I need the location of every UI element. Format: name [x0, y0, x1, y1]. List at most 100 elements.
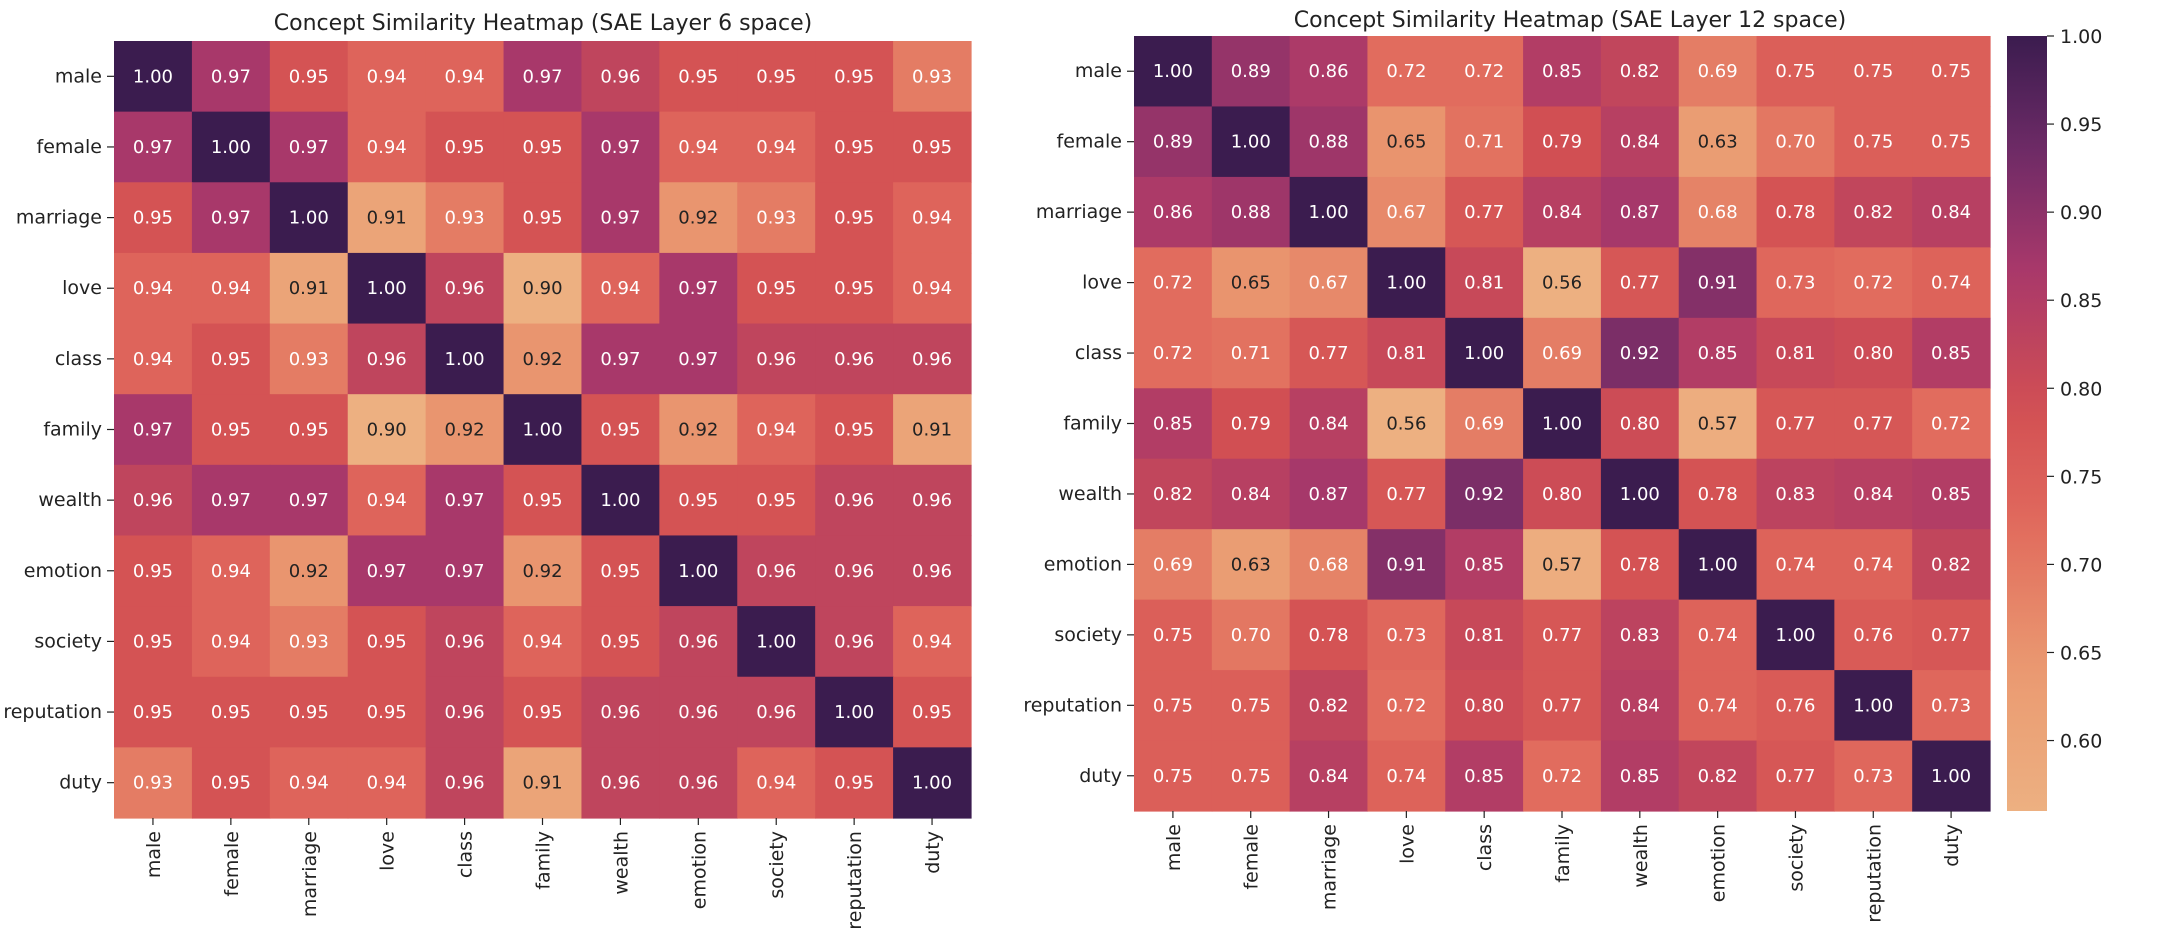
heatmap-cell-layer-12 [1445, 740, 1524, 812]
cell-value-label-layer-6: 0.96 [834, 561, 874, 582]
heatmap-cell-layer-6 [893, 252, 972, 325]
cell-value-label-layer-6: 0.96 [912, 561, 952, 582]
cell-value-label-layer-6: 0.95 [600, 420, 640, 441]
heatmap-cell-layer-6 [503, 464, 583, 537]
heatmap-cell-layer-6 [503, 676, 583, 748]
cell-value-label-layer-6: 0.93 [756, 208, 796, 229]
colorbar: 0.60 0.65 0.70 0.75 0.80 0.85 0.90 0.95 1.00 [2007, 26, 2102, 811]
row-label-layer-12: duty [1079, 765, 1122, 787]
cell-value-label-layer-12: 1.00 [1698, 554, 1738, 575]
heatmap-cell-layer-6 [503, 747, 583, 819]
cell-value-label-layer-6: 0.95 [834, 773, 874, 794]
cell-value-label-layer-6: 0.95 [834, 420, 874, 441]
heatmap-cell-layer-12 [1445, 247, 1524, 319]
colorbar-tick-label: 0.85 [2060, 290, 2102, 312]
heatmap-cell-layer-6 [347, 182, 427, 254]
cell-value-label-layer-6: 0.96 [600, 66, 640, 87]
heatmap-cell-layer-12 [1367, 740, 1446, 812]
heatmap-cell-layer-12 [1678, 176, 1758, 248]
heatmap-cell-layer-12 [1756, 529, 1835, 601]
cell-value-label-layer-12: 0.88 [1309, 132, 1349, 153]
cell-value-label-layer-12: 0.67 [1309, 273, 1349, 294]
column-labels-layer-12: male female marriage love class family wealth e… [1163, 811, 1963, 923]
cell-value-label-layer-6: 0.94 [211, 561, 251, 582]
row-label-layer-6: society [34, 630, 102, 652]
heatmap-cell-layer-6 [659, 676, 738, 748]
cell-value-label-layer-6: 1.00 [756, 631, 796, 652]
cell-value-label-layer-12: 1.00 [1542, 414, 1582, 435]
cell-value-label-layer-12: 0.84 [1931, 202, 1971, 223]
cell-value-label-layer-6: 0.95 [367, 702, 407, 723]
cell-value-label-layer-6: 0.94 [367, 773, 407, 794]
cell-value-label-layer-12: 0.87 [1620, 202, 1660, 223]
heatmap-cell-layer-12 [1678, 317, 1758, 389]
colorbar-tick-label: 0.95 [2060, 114, 2102, 136]
heatmap-cell-layer-6 [893, 535, 972, 607]
cell-value-label-layer-6: 0.91 [289, 278, 329, 299]
heatmap-cell-layer-6 [581, 252, 660, 325]
cell-value-label-layer-12: 0.89 [1231, 61, 1271, 82]
cell-value-label-layer-12: 1.00 [1153, 61, 1193, 82]
heatmap-cell-layer-12 [1289, 740, 1369, 812]
cell-value-label-layer-6: 1.00 [834, 702, 874, 723]
heatmap-cell-layer-12 [1678, 36, 1758, 108]
heatmap-cell-layer-12 [1445, 599, 1524, 671]
cell-value-label-layer-6: 0.94 [211, 278, 251, 299]
cell-value-label-layer-12: 1.00 [1775, 625, 1815, 646]
heatmap-cell-layer-12 [1445, 388, 1524, 460]
heatmap-cell-layer-12 [1289, 36, 1369, 108]
heatmap-cell-layer-12 [1912, 317, 1991, 389]
row-label-layer-12: wealth [1058, 483, 1122, 505]
colorbar-ticks: 0.60 0.65 0.70 0.75 0.80 0.85 0.90 0.95 1.00 [2047, 26, 2102, 753]
heatmap-cell-layer-12 [1523, 388, 1602, 460]
cell-value-label-layer-12: 0.74 [1698, 625, 1738, 646]
cell-value-label-layer-6: 0.95 [289, 420, 329, 441]
column-label-layer-6: love [377, 831, 399, 871]
column-label-layer-12: society [1785, 824, 1807, 892]
heatmap-layer-6: Concept Similarity Heatmap (SAE Layer 6 … [3, 11, 972, 930]
heatmap-cell-layer-12 [1289, 176, 1369, 248]
cell-value-label-layer-12: 0.79 [1231, 414, 1271, 435]
heatmap-cell-layer-6 [191, 606, 271, 678]
cell-value-label-layer-12: 0.70 [1231, 625, 1271, 646]
heatmap-cell-layer-12 [1211, 106, 1291, 178]
heatmap-cell-layer-12 [1445, 458, 1524, 530]
heatmap-cell-layer-6 [581, 747, 660, 819]
cell-value-label-layer-12: 0.82 [1931, 554, 1971, 575]
heatmap-cell-layer-12 [1834, 106, 1913, 178]
heatmap-cell-layer-12 [1289, 106, 1369, 178]
heatmap-cell-layer-12 [1756, 670, 1835, 742]
cell-value-label-layer-6: 0.94 [211, 631, 251, 652]
cell-value-label-layer-12: 0.79 [1542, 132, 1582, 153]
heatmap-cell-layer-6 [114, 182, 193, 254]
cell-value-label-layer-12: 0.75 [1231, 766, 1271, 787]
heatmap-cell-layer-12 [1912, 670, 1991, 742]
cell-value-label-layer-6: 0.96 [912, 349, 952, 370]
cell-value-label-layer-12: 0.86 [1153, 202, 1193, 223]
cell-value-label-layer-12: 0.68 [1698, 202, 1738, 223]
cell-value-label-layer-6: 0.96 [445, 702, 485, 723]
cell-value-label-layer-12: 0.77 [1386, 484, 1426, 505]
row-label-layer-6: wealth [38, 489, 102, 511]
cell-value-label-layer-12: 0.85 [1698, 343, 1738, 364]
heatmap-cell-layer-12 [1912, 247, 1991, 319]
cell-value-label-layer-12: 0.76 [1775, 695, 1815, 716]
heatmap-cell-layer-12 [1834, 317, 1913, 389]
heatmap-cell-layer-12 [1912, 106, 1991, 178]
cell-value-label-layer-6: 1.00 [289, 208, 329, 229]
heatmap-cell-layer-6 [191, 111, 271, 183]
heatmap-cell-layer-12 [1678, 106, 1758, 178]
cell-value-label-layer-6: 0.94 [133, 278, 173, 299]
heatmap-cell-layer-6 [659, 464, 738, 537]
heatmap-cell-layer-6 [503, 182, 583, 254]
cell-value-label-layer-6: 0.95 [211, 702, 251, 723]
heatmap-cell-layer-6 [425, 394, 505, 466]
cell-value-label-layer-6: 0.91 [912, 420, 952, 441]
heatmap-cell-layer-12 [1367, 529, 1446, 601]
row-label-layer-6: class [55, 348, 102, 370]
cell-value-label-layer-6: 0.94 [133, 349, 173, 370]
heatmap-cell-layer-12 [1134, 106, 1213, 178]
heatmap-cell-layer-6 [347, 747, 427, 819]
heatmap-cell-layer-12 [1367, 176, 1446, 248]
heatmap-cell-layer-6 [503, 41, 583, 113]
